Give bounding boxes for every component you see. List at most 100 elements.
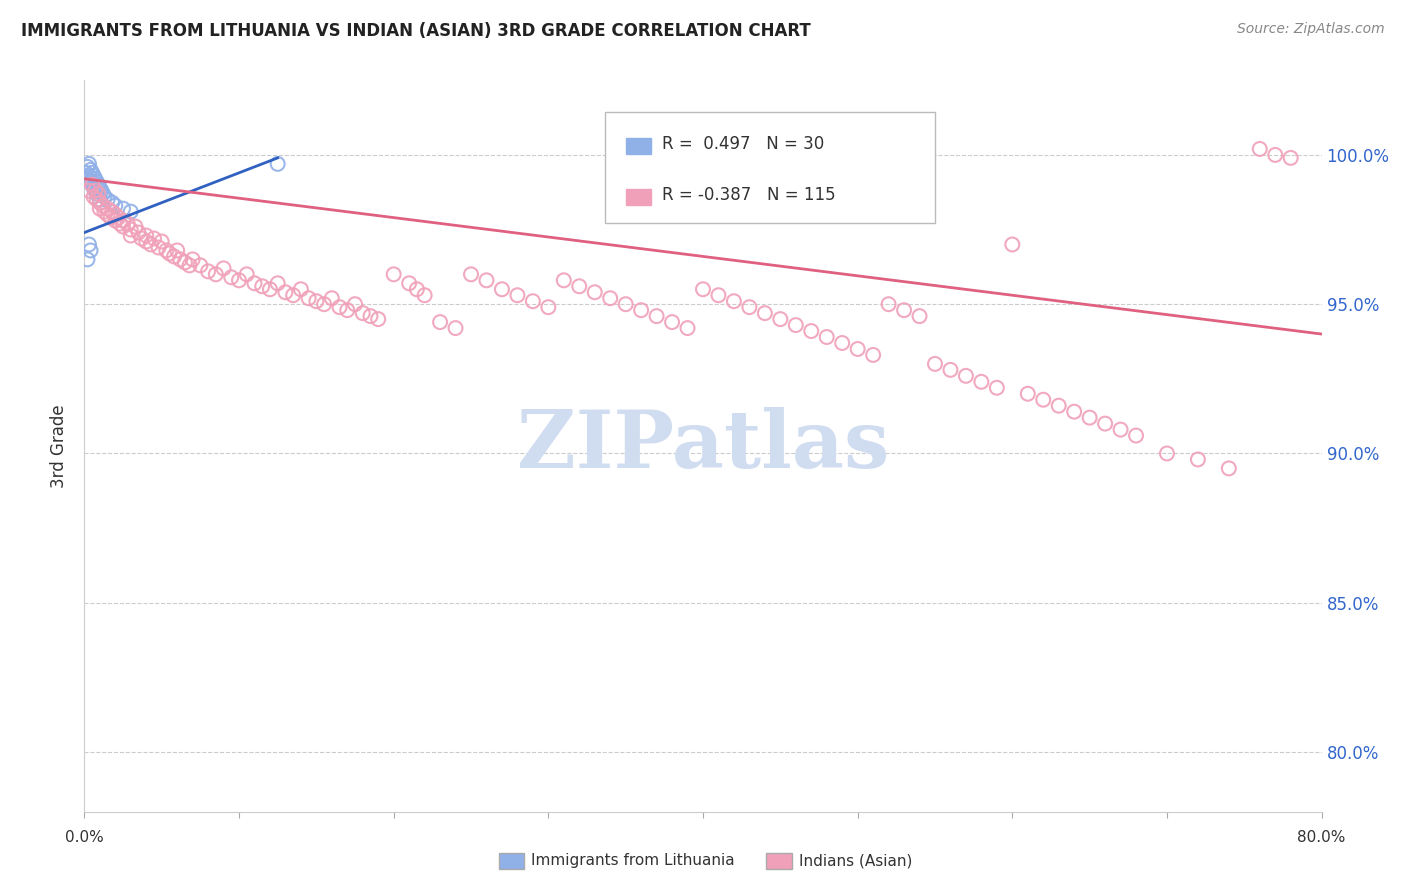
Point: [174, 255, 197, 269]
Point: [924, 357, 946, 371]
Text: Source: ZipAtlas.com: Source: ZipAtlas.com: [1237, 22, 1385, 37]
Point: [406, 282, 429, 296]
Point: [970, 375, 993, 389]
Point: [150, 235, 173, 249]
Point: [179, 259, 201, 273]
Point: [90, 184, 112, 198]
Point: [86, 186, 108, 201]
Point: [537, 300, 560, 314]
Point: [120, 228, 142, 243]
Point: [259, 282, 281, 296]
Point: [221, 270, 243, 285]
Point: [104, 199, 127, 213]
Point: [84, 184, 107, 198]
Point: [398, 277, 420, 291]
Point: [83, 169, 105, 183]
Point: [86, 175, 108, 189]
Point: [155, 244, 177, 258]
Point: [77, 157, 100, 171]
Point: [97, 193, 120, 207]
Point: [143, 231, 166, 245]
Text: 0.0%: 0.0%: [65, 830, 104, 845]
Point: [120, 222, 142, 236]
Point: [769, 312, 792, 326]
Point: [831, 336, 853, 351]
Point: [83, 190, 105, 204]
Point: [79, 244, 101, 258]
Point: [692, 282, 714, 296]
Point: [97, 208, 120, 222]
Point: [283, 288, 305, 302]
Point: [97, 202, 120, 216]
Point: [568, 279, 591, 293]
Point: [413, 288, 436, 302]
Point: [79, 162, 101, 177]
Point: [77, 237, 100, 252]
Point: [1187, 452, 1209, 467]
Point: [84, 184, 107, 198]
Point: [267, 277, 290, 291]
Point: [76, 252, 98, 267]
Point: [112, 219, 135, 234]
Point: [506, 288, 529, 302]
Point: [267, 157, 290, 171]
Point: [1264, 148, 1286, 162]
Point: [815, 330, 838, 344]
Point: [236, 268, 259, 282]
Point: [1001, 237, 1024, 252]
Point: [84, 171, 107, 186]
Point: [101, 204, 124, 219]
Point: [893, 303, 915, 318]
Point: [104, 213, 127, 227]
Text: R =  0.497   N = 30: R = 0.497 N = 30: [662, 135, 824, 153]
Text: 80.0%: 80.0%: [1298, 830, 1346, 845]
Point: [87, 178, 110, 192]
Point: [1249, 142, 1271, 156]
Point: [89, 193, 111, 207]
Point: [1094, 417, 1116, 431]
Point: [1156, 446, 1178, 460]
Text: ZIPatlas: ZIPatlas: [517, 407, 889, 485]
Point: [939, 363, 962, 377]
Point: [243, 277, 266, 291]
Point: [93, 190, 115, 204]
Point: [630, 303, 652, 318]
Point: [82, 178, 104, 192]
Point: [76, 171, 98, 186]
Point: [475, 273, 498, 287]
Point: [614, 297, 637, 311]
Point: [344, 297, 367, 311]
Text: IMMIGRANTS FROM LITHUANIA VS INDIAN (ASIAN) 3RD GRADE CORRELATION CHART: IMMIGRANTS FROM LITHUANIA VS INDIAN (ASI…: [21, 22, 811, 40]
Point: [100, 211, 122, 225]
Point: [352, 306, 374, 320]
Point: [166, 244, 188, 258]
Point: [1078, 410, 1101, 425]
Point: [298, 291, 321, 305]
Point: [676, 321, 699, 335]
Point: [314, 297, 336, 311]
Point: [93, 204, 115, 219]
Point: [336, 303, 359, 318]
Point: [321, 291, 343, 305]
Point: [274, 285, 297, 300]
Point: [800, 324, 823, 338]
Point: [135, 235, 157, 249]
Point: [83, 180, 105, 194]
Point: [252, 279, 274, 293]
Point: [112, 213, 135, 227]
Point: [1218, 461, 1240, 475]
Point: [1017, 386, 1039, 401]
Point: [877, 297, 900, 311]
Point: [89, 202, 111, 216]
Point: [188, 259, 212, 273]
Point: [1063, 405, 1085, 419]
Text: R = -0.387   N = 115: R = -0.387 N = 115: [662, 186, 835, 204]
Point: [553, 273, 575, 287]
Point: [1125, 428, 1147, 442]
Point: [645, 309, 668, 323]
Point: [87, 186, 110, 201]
Point: [429, 315, 451, 329]
Point: [169, 252, 191, 267]
Point: [1032, 392, 1054, 407]
Point: [707, 288, 730, 302]
